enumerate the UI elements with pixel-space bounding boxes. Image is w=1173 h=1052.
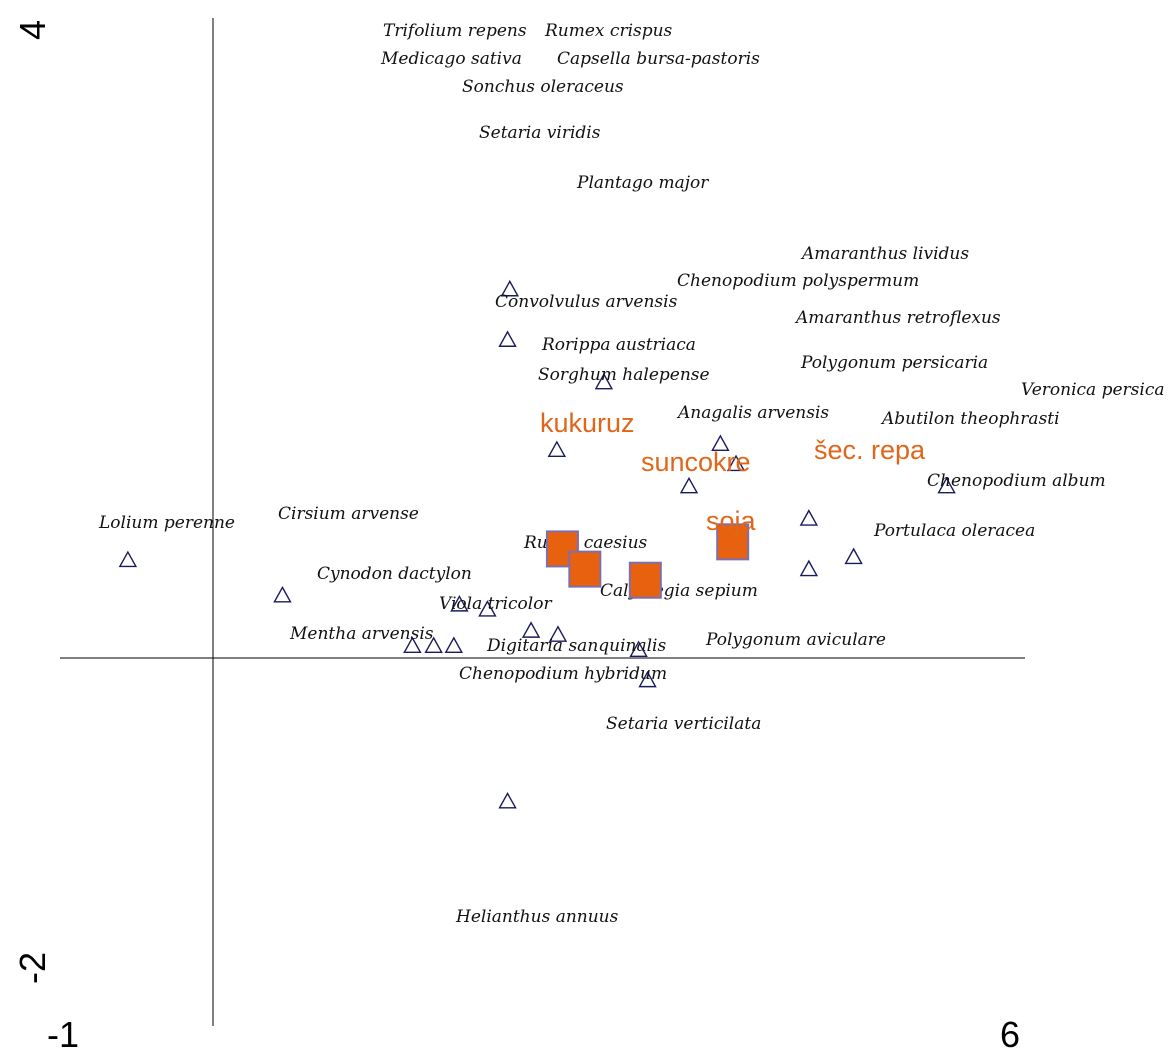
species-label: Plantago major [576, 173, 709, 193]
species-label: Anagalis arvensis [676, 403, 829, 423]
species-marker-unlabeled [424, 636, 443, 653]
species-marker-convolvulus [547, 440, 567, 458]
species-marker-veronica [937, 476, 956, 494]
species-marker-cynodon [450, 595, 469, 612]
species-marker-mentha [403, 636, 422, 653]
species-label: Sorghum halepense [538, 365, 710, 385]
crop-label-suncokre: suncokre [641, 447, 751, 477]
crop-marker-suncokre [568, 550, 602, 588]
species-label: Mentha arvensis [289, 624, 434, 644]
species-label: Capsella bursa-pastoris [557, 49, 760, 69]
species-marker-rubus [478, 600, 497, 617]
species-marker-sorghum [679, 476, 699, 494]
species-marker-setaria-viridis [498, 330, 517, 347]
species-label: Setaria viridis [479, 123, 601, 143]
species-markers [118, 279, 956, 809]
species-label: Chenopodium album [927, 471, 1106, 491]
x-tick-label-left: -1 [47, 1014, 79, 1052]
species-label: Convolvulus arvensis [495, 292, 678, 312]
species-labels: Trifolium repens Rumex crispus Medicago … [98, 21, 1164, 927]
species-label: Viola tricolor [439, 594, 552, 614]
species-label: Calystegia sepium [600, 581, 758, 601]
species-marker-abutilon [799, 509, 819, 526]
species-marker-digitaria [444, 636, 463, 653]
species-label: Medicago sativa [380, 49, 522, 69]
species-marker-chenopodium-album [844, 547, 863, 565]
species-label: Rorippa austriaca [541, 335, 696, 355]
species-label: Helianthus annuus [455, 907, 619, 927]
crop-label-soja: soja [706, 506, 757, 536]
species-label: Setaria verticilata [606, 714, 761, 734]
crop-marker-sec-repa [716, 523, 750, 561]
x-tick-label-right: 6 [1000, 1014, 1020, 1052]
species-label: Sonchus oleraceus [462, 77, 624, 97]
species-marker-helianthus [498, 791, 517, 809]
crop-marker-kukuruz [545, 530, 579, 568]
crop-marker-soja [628, 561, 662, 599]
species-label: Portulaca oleracea [873, 521, 1035, 541]
species-label: Cirsium arvense [278, 504, 419, 524]
crop-label-kukuruz: kukuruz [540, 408, 635, 438]
crop-labels: kukuruz suncokre šec. repa soja [540, 408, 926, 536]
y-tick-label-bottom: -2 [12, 952, 53, 984]
species-marker-viola [521, 621, 541, 638]
species-marker-calystegia [548, 625, 568, 642]
species-label: Chenopodium hybridum [459, 664, 667, 684]
species-marker-plantago [594, 372, 614, 390]
species-label: Chenopodium polyspermum [677, 271, 919, 291]
species-label: Rubus caesius [523, 533, 648, 553]
species-label: Digitaria sanquinalis [486, 636, 666, 656]
crop-markers [545, 523, 750, 599]
species-marker-cirsium [273, 585, 292, 603]
species-marker-portulaca [799, 559, 819, 577]
species-marker-amaranthus-lividus [711, 434, 730, 451]
species-label: Amaranthus retroflexus [794, 308, 1001, 328]
species-marker-trifolium [500, 279, 519, 297]
crop-label-sec-repa: šec. repa [814, 435, 926, 465]
species-marker-lolium [118, 550, 138, 568]
species-label: Polygonum persicaria [800, 353, 988, 373]
species-label: Lolium perenne [98, 513, 235, 533]
species-label: Amaranthus lividus [800, 244, 969, 264]
species-marker-polygonum-aviculare [629, 640, 648, 658]
species-label: Veronica persica [1021, 380, 1164, 400]
species-label: Rumex crispus [544, 21, 673, 41]
y-tick-label-top: 4 [12, 20, 53, 40]
species-label: Cynodon dactylon [317, 564, 472, 584]
species-label: Polygonum aviculare [705, 630, 886, 650]
species-label: Trifolium repens [383, 21, 527, 41]
species-marker-setaria-verticilata [638, 670, 657, 688]
species-marker-amaranthus-retroflexus [726, 454, 746, 472]
species-label: Abutilon theophrasti [880, 409, 1060, 429]
